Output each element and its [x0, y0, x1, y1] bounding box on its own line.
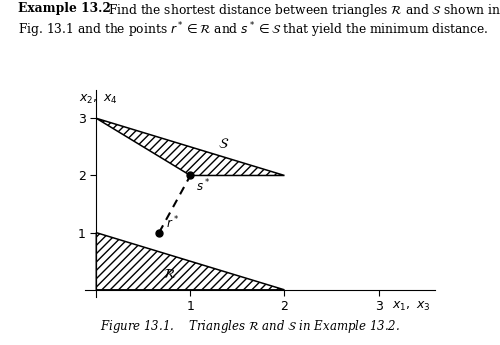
Text: $\mathcal{R}$: $\mathcal{R}$ — [163, 267, 176, 281]
Text: $r^*$: $r^*$ — [166, 215, 178, 231]
Text: Fig. 13.1 and the points $r^* \in \mathcal{R}$ and $s^* \in \mathcal{S}$ that yi: Fig. 13.1 and the points $r^* \in \mathc… — [18, 21, 488, 40]
Text: Figure 13.1.    Triangles $\mathcal{R}$ and $\mathcal{S}$ in Example 13.2.: Figure 13.1. Triangles $\mathcal{R}$ and… — [100, 318, 400, 335]
Polygon shape — [96, 118, 284, 176]
Text: $x_2,\ x_4$: $x_2,\ x_4$ — [80, 92, 118, 106]
Text: $s^*$: $s^*$ — [196, 178, 210, 194]
Text: Example 13.2: Example 13.2 — [18, 2, 110, 15]
Polygon shape — [96, 233, 284, 290]
Text: $x_1,\ x_3$: $x_1,\ x_3$ — [392, 300, 430, 313]
Text: $\mathcal{S}$: $\mathcal{S}$ — [218, 137, 229, 151]
Text: Find the shortest distance between triangles $\mathcal{R}$ and $\mathcal{S}$ sho: Find the shortest distance between trian… — [108, 2, 500, 19]
